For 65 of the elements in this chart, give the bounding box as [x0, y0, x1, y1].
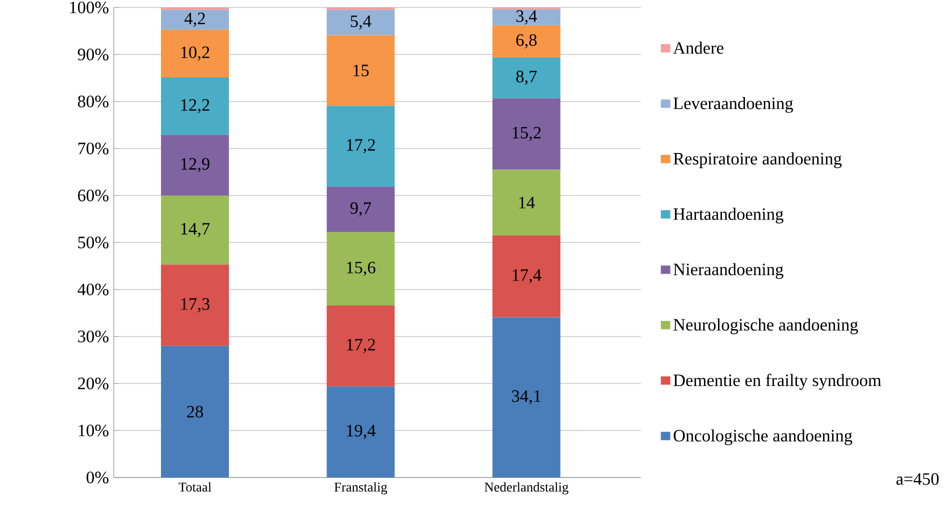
bar — [492, 317, 560, 478]
data-label: 19,4 — [347, 424, 376, 440]
data-label: 15,2 — [512, 126, 541, 142]
y-tick-label: 40% — [78, 284, 108, 296]
bar — [160, 134, 229, 196]
data-label: 6,8 — [516, 34, 537, 48]
data-label: 17,3 — [181, 298, 210, 312]
bar — [326, 186, 395, 232]
bar — [326, 10, 395, 36]
bar — [492, 25, 560, 58]
data-label: 34,1 — [512, 390, 541, 404]
bar — [492, 57, 560, 98]
y-tick-label: 80% — [78, 96, 108, 108]
bar — [326, 35, 395, 106]
bar — [492, 235, 560, 318]
y-tick-label: 0% — [86, 472, 108, 484]
data-label: 17,2 — [347, 139, 375, 154]
data-label: 15 — [354, 64, 369, 76]
data-label: 28 — [187, 406, 203, 418]
data-label: 14 — [519, 196, 535, 208]
bar — [492, 9, 560, 26]
legend-label: Respiratoire aandoening — [673, 152, 842, 168]
data-label: 14,7 — [181, 223, 210, 238]
bar — [160, 346, 229, 478]
text: a=450 — [896, 473, 939, 485]
data-label: 4,2 — [184, 12, 205, 27]
legend-label: Leveraandoening — [673, 97, 793, 113]
legend-label: Oncologische aandoening — [674, 429, 852, 446]
bar — [492, 98, 560, 170]
legend-label: Andere — [673, 42, 724, 54]
y-tick-label: 70% — [78, 142, 108, 154]
data-label: 17,2 — [347, 338, 375, 353]
data-label: 12,9 — [181, 158, 210, 172]
data-label: 5,4 — [350, 16, 372, 30]
y-tick-label: 50% — [78, 236, 108, 248]
legend-label: Hartaandoening — [673, 208, 784, 224]
y-tick-label: 30% — [78, 330, 108, 342]
x-tick-label: Nederlandstalig — [484, 482, 568, 494]
bar — [326, 232, 395, 306]
y-tick-label: 60% — [78, 190, 108, 202]
bar — [326, 106, 395, 187]
x-tick-label: Franstalig — [334, 482, 388, 494]
data-label: 10,2 — [181, 46, 210, 61]
data-label: 15,6 — [347, 262, 376, 276]
y-tick-label: 10% — [78, 424, 108, 436]
bar — [160, 30, 229, 78]
legend-label: Neurologische aandoening — [673, 318, 858, 334]
data-label: 12,2 — [181, 99, 210, 114]
bar — [160, 78, 229, 135]
y-tick-label: 90% — [78, 48, 108, 60]
x-tick-label: Totaal — [178, 482, 212, 492]
y-tick-label: 20% — [78, 378, 108, 390]
bar — [326, 305, 395, 386]
data-label: 17,4 — [512, 269, 542, 284]
legend-label: Dementie en frailty syndroom — [673, 374, 882, 390]
legend-label: Nieraandoening — [673, 263, 784, 279]
bar — [160, 196, 229, 265]
bar — [492, 170, 560, 236]
bar — [160, 10, 229, 30]
data-label: 3,4 — [516, 10, 537, 24]
y-tick-label: 100% — [70, 2, 108, 14]
data-label: 8,7 — [516, 70, 537, 85]
bar — [326, 386, 395, 478]
bar — [160, 264, 229, 346]
data-label: 9,7 — [350, 202, 372, 216]
